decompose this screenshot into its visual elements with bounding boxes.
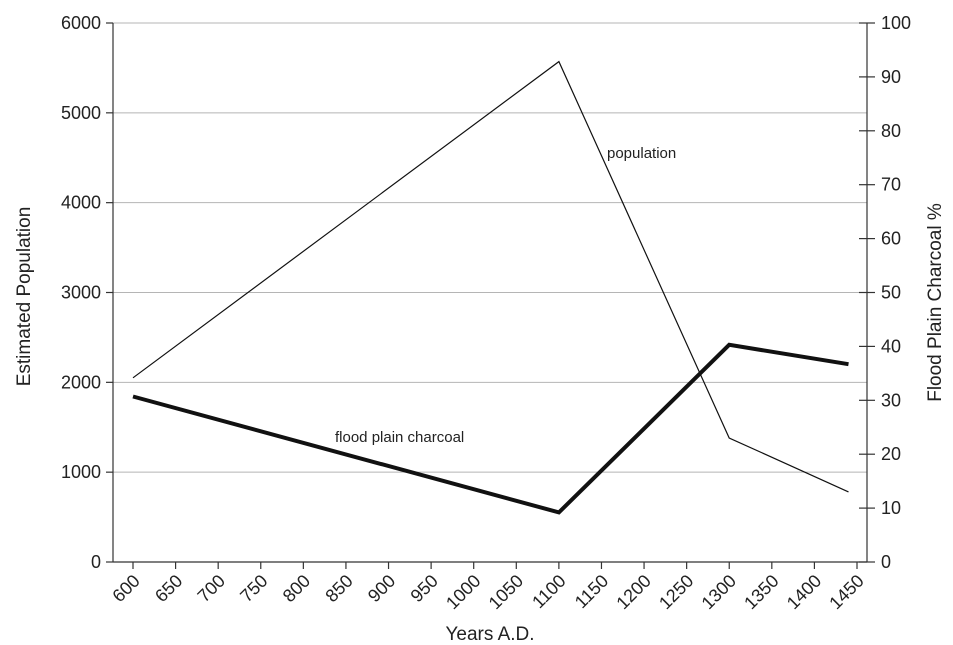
- x-tick-label: 650: [151, 571, 186, 606]
- y-right-tick-label: 100: [881, 13, 911, 33]
- y-left-tick-label: 4000: [61, 193, 101, 213]
- y-left-axis-title: Estimated Population: [14, 207, 35, 387]
- y-right-tick-label: 0: [881, 552, 891, 572]
- y-right-tick-label: 90: [881, 67, 901, 87]
- x-tick-label: 1200: [612, 571, 654, 613]
- x-tick-label: 750: [236, 571, 271, 606]
- grid: [113, 22, 867, 473]
- series: [132, 60, 849, 515]
- x-tick-label: 1450: [825, 571, 867, 613]
- x-tick-label: 1350: [740, 571, 782, 613]
- y-left-tick-label: 2000: [61, 372, 101, 392]
- x-tick-label: 1100: [528, 571, 570, 613]
- y-right-tick-label: 30: [881, 390, 901, 410]
- y-right-tick-label: 80: [881, 121, 901, 141]
- x-tick-label: 700: [194, 571, 229, 606]
- x-tick-label: 1400: [783, 571, 825, 613]
- y-left-tick-label: 6000: [61, 13, 101, 33]
- x-tick-label: 850: [321, 571, 356, 606]
- axes: [106, 22, 875, 569]
- y-left-tick-label: 1000: [61, 462, 101, 482]
- tick-labels: 0 1000 2000 3000 4000 5000 6000 0 10 20 30 40 50 60 70…: [61, 13, 911, 613]
- x-tick-label: 600: [108, 571, 143, 606]
- y-right-tick-label: 10: [881, 498, 901, 518]
- x-axis-title: Years A.D.: [445, 624, 534, 645]
- annotation-population: population: [607, 145, 676, 162]
- x-tick-label: 1150: [571, 571, 613, 613]
- population-line: [132, 60, 849, 493]
- y-right-tick-label: 60: [881, 229, 901, 249]
- flood-plain-charcoal-line: [132, 342, 849, 515]
- y-right-tick-label: 70: [881, 175, 901, 195]
- x-tick-label: 1300: [698, 571, 740, 613]
- y-right-axis-title: Flood Plain Charcoal %: [925, 203, 946, 402]
- y-right-tick-label: 50: [881, 283, 901, 303]
- x-tick-label: 1000: [442, 571, 484, 613]
- x-tick-label: 1050: [485, 571, 527, 613]
- x-tick-label: 1250: [655, 571, 697, 613]
- x-tick-label: 900: [364, 571, 399, 606]
- y-left-tick-label: 0: [91, 552, 101, 572]
- y-right-tick-label: 20: [881, 444, 901, 464]
- annotation-flood-plain-charcoal: flood plain charcoal: [335, 429, 464, 446]
- x-tick-label: 800: [279, 571, 314, 606]
- y-right-tick-label: 40: [881, 336, 901, 356]
- y-left-tick-label: 5000: [61, 103, 101, 123]
- x-tick-label: 950: [407, 571, 442, 606]
- y-left-tick-label: 3000: [61, 283, 101, 303]
